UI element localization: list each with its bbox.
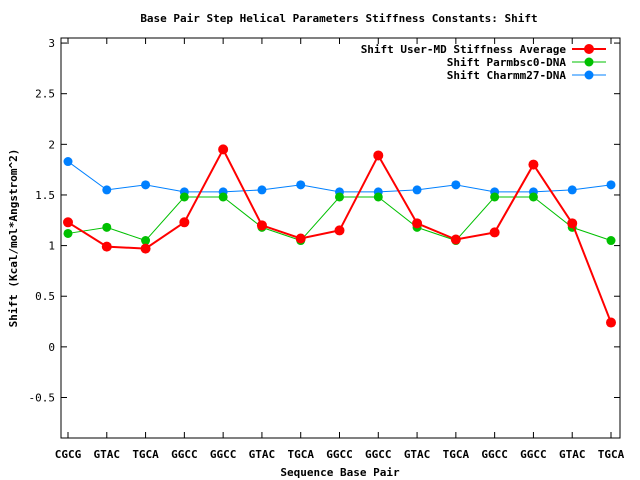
x-axis-ticks: CGCG GTAC TGCA GGCC GGCC GTAC TGCA GGCC GGCC GTAC… [55,38,625,461]
y-tick-label: -0.5 [29,391,56,404]
data-point [257,185,267,195]
legend-label: Shift Charmm27-DNA [447,69,567,82]
x-tick-label: GGCC [326,448,353,461]
y-tick-label: 0.5 [35,290,55,303]
data-point [102,185,112,195]
data-point [179,217,190,228]
plot-area-border [60,37,621,439]
x-tick-label: GTAC [94,448,121,461]
data-point [528,192,538,202]
data-point [63,217,73,228]
x-axis-label: Sequence Base Pair [280,466,400,479]
data-point [102,222,112,232]
data-point [141,180,151,190]
data-point [567,185,577,195]
y-tick-label: 2.5 [35,88,55,101]
data-point [295,233,306,244]
chart-title: Base Pair Step Helical Parameters Stiffn… [140,12,537,25]
x-tick-label: GGCC [171,448,198,461]
data-point [140,243,151,254]
data-point [606,180,616,190]
x-tick-label: CGCG [55,448,82,461]
data-point [450,234,461,245]
data-point [334,225,345,236]
x-tick-label: GGCC [210,448,237,461]
data-point [490,192,500,202]
x-tick-label: GTAC [559,448,586,461]
data-point [63,228,73,238]
y-axis-ticks: -0.5 0 0.5 1 1.5 2 2.5 3 [29,37,620,404]
data-point [451,180,461,190]
data-point [179,192,189,202]
data-point [141,236,151,246]
data-point [63,157,73,167]
legend-marker [584,70,594,80]
x-tick-label: TGCA [443,448,470,461]
y-tick-label: 3 [48,37,55,50]
x-tick-label: TGCA [598,448,625,461]
data-point [528,159,539,170]
legend-marker [584,57,594,67]
data-point [373,192,383,202]
data-point [256,220,267,231]
x-tick-label: TGCA [287,448,314,461]
x-tick-label: GGCC [481,448,508,461]
data-point [567,218,578,229]
legend-label: Shift User-MD Stiffness Average [361,43,567,56]
data-point [606,236,616,246]
data-point [218,144,229,155]
data-point [218,192,228,202]
y-tick-label: 1 [48,240,55,253]
series-group [63,144,616,328]
x-tick-label: GGCC [520,448,547,461]
data-point [412,185,422,195]
series-1 [63,144,616,328]
y-axis-label: Shift (Kcal/mol*Angstrom^2) [7,149,20,328]
data-point [335,192,344,202]
data-point [373,150,384,161]
data-point [606,317,616,328]
x-tick-label: GGCC [365,448,392,461]
data-point [101,241,112,252]
y-tick-label: 0 [48,341,55,354]
x-tick-label: TGCA [132,448,159,461]
x-tick-label: GTAC [404,448,431,461]
series-2 [63,192,616,246]
data-point [489,227,500,238]
legend-marker [584,44,594,54]
x-tick-label: GTAC [249,448,276,461]
data-point [412,218,423,229]
y-tick-label: 1.5 [35,189,55,202]
data-point [296,180,306,190]
y-tick-label: 2 [48,138,55,151]
legend-label: Shift Parmbsc0-DNA [447,56,567,69]
